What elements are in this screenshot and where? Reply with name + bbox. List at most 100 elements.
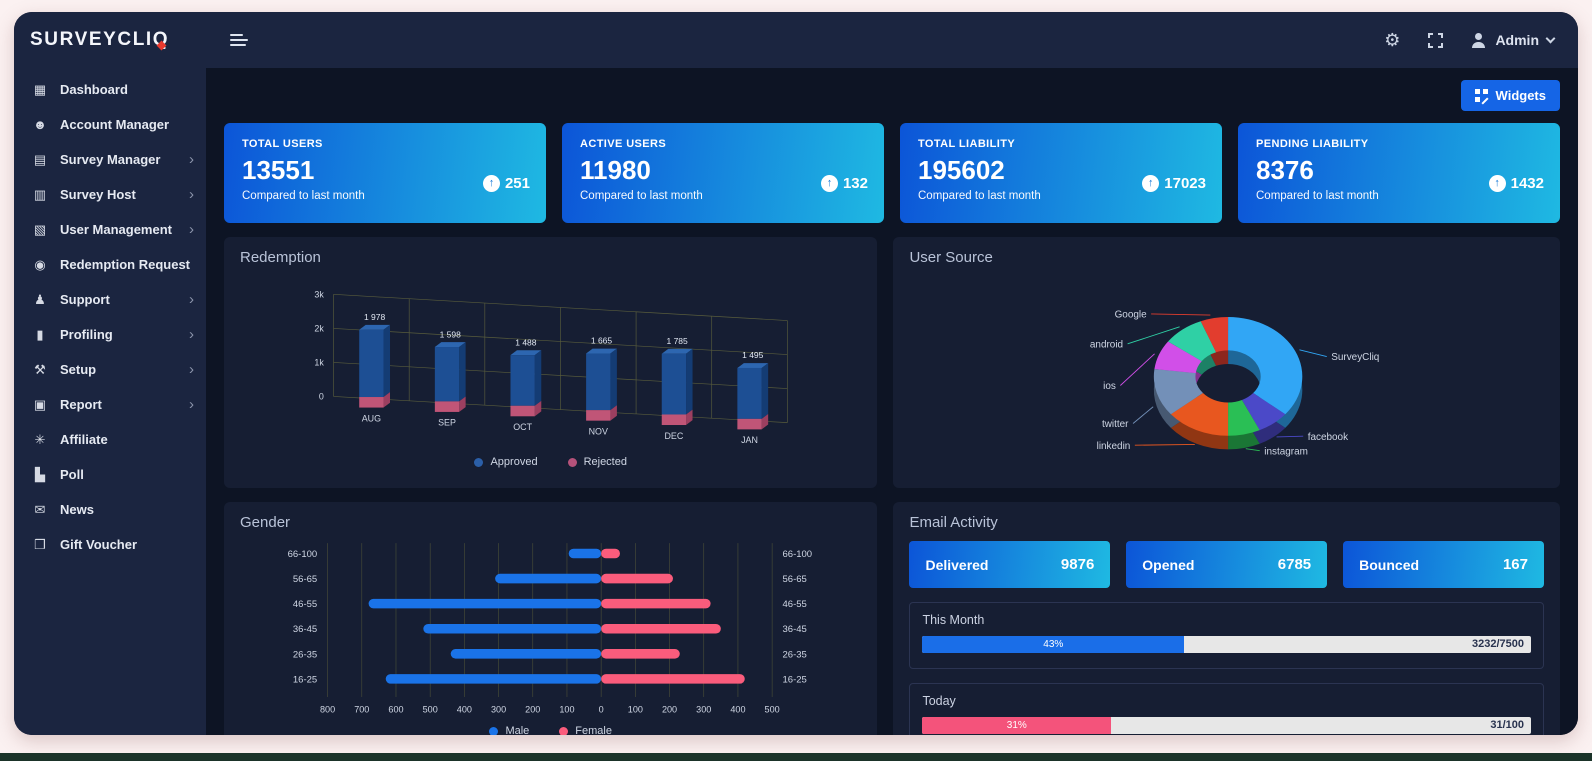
redemption-legend: Approved Rejected	[240, 456, 861, 468]
donut-slice-ios[interactable]	[1154, 341, 1203, 374]
svg-text:36-45: 36-45	[293, 624, 317, 635]
sidebar-item-setup[interactable]: ⚒ Setup ›	[14, 352, 206, 387]
redemption-bar-oct[interactable]	[510, 350, 542, 417]
setup-icon: ⚒	[34, 361, 46, 377]
sidebar-item-news[interactable]: ✉ News	[14, 492, 206, 527]
donut-label-android: android	[1090, 339, 1123, 350]
stat-card-value: 195602	[918, 155, 1005, 185]
sidebar-item-affiliate[interactable]: ✳ Affiliate	[14, 422, 206, 457]
svg-text:36-45: 36-45	[783, 624, 807, 635]
legend-dot	[567, 457, 577, 467]
donut-slice-android[interactable]	[1168, 321, 1217, 362]
legend-item-approved[interactable]: Approved	[474, 456, 538, 468]
donut-slice-twitter[interactable]	[1154, 368, 1204, 415]
arrow-up-icon: ↑	[1142, 175, 1160, 192]
settings-gear-icon[interactable]: ⚙	[1384, 29, 1401, 50]
email-activity-panel: Email Activity Delivered 9876 Opened 6785 Bo…	[893, 502, 1560, 735]
redemption-bar-sep[interactable]	[434, 342, 466, 412]
redemption-bar-aug[interactable]	[359, 324, 391, 408]
stat-card-subtitle: Compared to last month	[242, 190, 365, 202]
progress-ratio: 31/100	[1490, 719, 1524, 731]
gender-title: Gender	[240, 514, 291, 531]
sidebar-item-label: Survey Host	[60, 187, 136, 202]
progress-fill: 31%	[922, 717, 1112, 734]
progress-label: Today	[922, 694, 956, 708]
legend-dot	[489, 726, 499, 735]
gender-bar-male-66-100[interactable]	[568, 548, 602, 559]
gender-bar-male-36-45[interactable]	[423, 623, 602, 634]
dashboard-icon: ▦	[33, 81, 47, 97]
sidebar-item-gift-voucher[interactable]: ❒ Gift Voucher	[14, 527, 206, 562]
affiliate-icon: ✳	[34, 431, 46, 447]
sidebar-item-report[interactable]: ▣ Report ›	[14, 387, 206, 422]
redemption-bar-jan[interactable]	[737, 363, 769, 430]
donut-slice-linkedin[interactable]	[1171, 393, 1229, 436]
survey-manager-icon: ▤	[33, 151, 47, 167]
donut-slice-surveycliq[interactable]	[1228, 317, 1303, 415]
brand-logo[interactable]: SURVEYCLIQ	[14, 12, 206, 68]
gender-bar-male-56-65[interactable]	[495, 573, 602, 584]
legend-item-rejected[interactable]: Rejected	[567, 456, 627, 468]
sidebar-item-label: Survey Manager	[60, 152, 161, 167]
profiling-icon: ▮	[36, 326, 44, 342]
redemption-bar-nov[interactable]	[586, 348, 617, 421]
svg-text:1k: 1k	[314, 358, 324, 368]
legend-label: Female	[575, 725, 612, 735]
gender-bar-female-36-45[interactable]	[601, 623, 721, 634]
stat-card-pending-liability: PENDING LIABILITY 8376 Compared to last mo…	[1238, 123, 1560, 223]
legend-label: Rejected	[583, 456, 627, 468]
sidebar-item-account-manager[interactable]: ☻ Account Manager	[14, 107, 206, 142]
svg-text:1 598: 1 598	[440, 329, 462, 339]
sidebar-item-survey-host[interactable]: ▥ Survey Host ›	[14, 177, 206, 212]
arrow-up-icon: ↑	[482, 175, 500, 192]
svg-text:16-25: 16-25	[783, 674, 807, 685]
donut-slice-facebook[interactable]	[1242, 393, 1286, 431]
stat-card-subtitle: Compared to last month	[1256, 190, 1379, 202]
gender-bar-female-16-25[interactable]	[601, 674, 745, 684]
sidebar-item-label: Dashboard	[60, 82, 128, 97]
donut-slice-google[interactable]	[1201, 317, 1229, 353]
gender-bar-male-16-25[interactable]	[385, 674, 602, 684]
gender-bar-male-46-55[interactable]	[368, 598, 602, 609]
stat-card-subtitle: Compared to last month	[918, 190, 1041, 202]
sidebar-item-profiling[interactable]: ▮ Profiling ›	[14, 317, 206, 352]
stat-card-value: 13551	[242, 155, 315, 185]
sidebar-item-survey-manager[interactable]: ▤ Survey Manager ›	[14, 142, 206, 177]
fullscreen-icon[interactable]	[1428, 32, 1444, 48]
redemption-bar-dec[interactable]	[661, 348, 693, 426]
svg-text:200: 200	[525, 705, 540, 715]
chevron-right-icon: ›	[189, 361, 194, 378]
sidebar-item-user-management[interactable]: ▧ User Management ›	[14, 212, 206, 247]
svg-text:46-55: 46-55	[783, 599, 807, 610]
user-source-panel: User Source SurveyCliq facebook instagram l…	[893, 237, 1560, 488]
gender-bar-female-56-65[interactable]	[601, 573, 673, 584]
progress-percent: 31%	[1006, 720, 1027, 731]
gender-bar-female-66-100[interactable]	[601, 548, 620, 559]
sidebar-item-redemption-request[interactable]: ◉ Redemption Request	[14, 247, 206, 282]
sidebar-item-support[interactable]: ♟ Support ›	[14, 282, 206, 317]
news-icon: ✉	[34, 501, 46, 517]
menu-toggle-icon[interactable]	[230, 31, 248, 49]
svg-text:600: 600	[388, 705, 403, 715]
legend-item-male[interactable]: Male	[489, 725, 529, 735]
chevron-right-icon: ›	[189, 396, 194, 413]
stat-card-value: 11980	[580, 155, 651, 185]
user-menu[interactable]: Admin	[1471, 32, 1556, 48]
gift-voucher-icon: ❒	[34, 536, 46, 552]
progress-track: 31% 31/100	[922, 717, 1531, 734]
stat-card-title: TOTAL USERS	[242, 138, 323, 150]
donut-label-linkedin: linkedin	[1097, 441, 1131, 452]
widgets-button[interactable]: Widgets	[1460, 80, 1560, 111]
svg-text:DEC: DEC	[664, 431, 683, 441]
gender-bar-female-26-35[interactable]	[601, 649, 680, 659]
gender-bar-female-46-55[interactable]	[601, 598, 711, 609]
sidebar-item-poll[interactable]: ▙ Poll	[14, 457, 206, 492]
dashboard-content: Widgets TOTAL USERS 13551 Compared to last…	[206, 68, 1578, 735]
svg-text:100: 100	[628, 705, 643, 715]
email-progress-list: This Month 43% 3232/7500 Today 31% 31/100	[909, 602, 1544, 735]
legend-item-female[interactable]: Female	[559, 725, 612, 735]
gender-bar-male-26-35[interactable]	[450, 649, 602, 659]
sidebar-item-dashboard[interactable]: ▦ Dashboard	[14, 72, 206, 107]
donut-slice-instagram[interactable]	[1228, 400, 1261, 436]
email-card-value: 9876	[1060, 556, 1095, 573]
